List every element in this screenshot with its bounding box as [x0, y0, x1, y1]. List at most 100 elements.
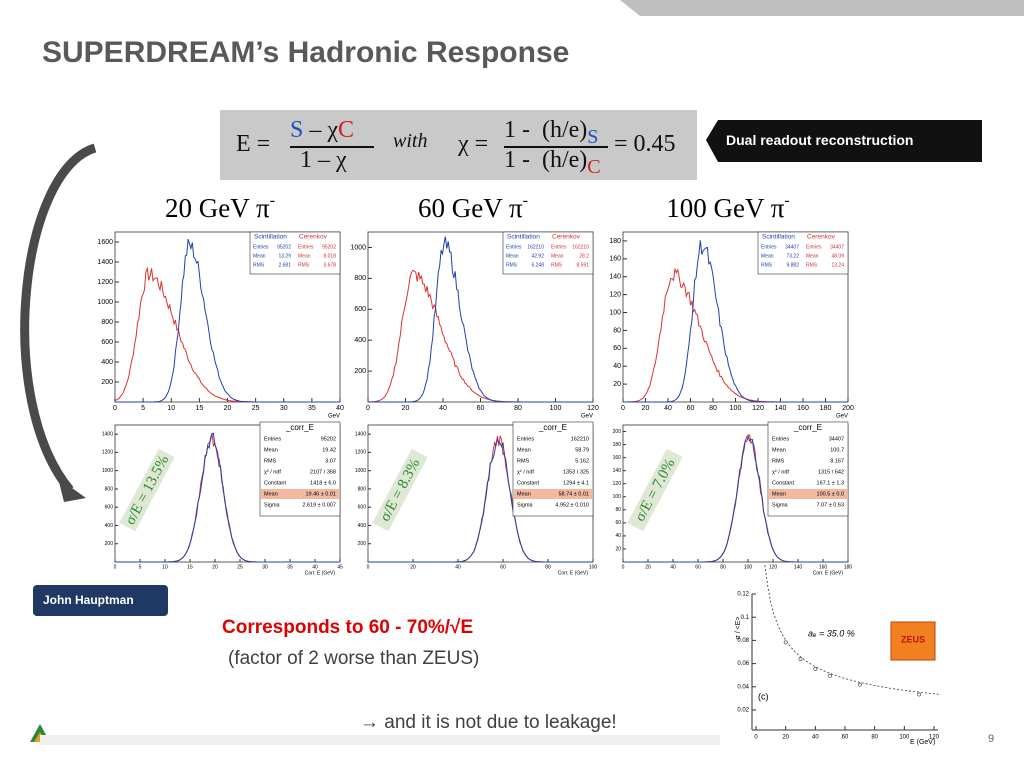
stats-cell: Entries [264, 436, 281, 442]
stats-cell: Mean [761, 253, 774, 259]
stats-cell: RMS [517, 458, 530, 464]
stats-cell: 8.591 [576, 262, 589, 268]
y-tick-label: 200 [105, 541, 114, 547]
stats-cell: Constant [264, 480, 286, 486]
stats-cell: Mean [551, 253, 564, 259]
histogram [115, 239, 340, 403]
highlight [261, 489, 339, 499]
stats-cell: Mean [517, 447, 531, 453]
x-tick-label: 100 [550, 405, 562, 412]
panel-title: 100 GeV π [666, 193, 784, 223]
x-tick-label: 25 [252, 405, 260, 412]
stats-cell: Entries [806, 244, 822, 250]
stats-box [249, 231, 341, 275]
stats-cell: Sigma [264, 502, 281, 508]
y-tick-label: 100 [609, 309, 621, 316]
stats-cell: RMS [761, 262, 773, 268]
histogram [623, 240, 848, 403]
x-tick-label: 40 [312, 564, 318, 570]
stats-cell: 58.79 [575, 447, 589, 453]
x-tick-label: 60 [687, 405, 695, 412]
y-tick-label: 0.04 [737, 684, 749, 690]
stats-cell: Sigma [772, 502, 789, 508]
y-tick-label: 80 [613, 327, 621, 334]
stats-cell: 28.2 [579, 253, 589, 259]
x-tick-label: 0 [621, 405, 625, 412]
stats-header: Cerenkov [552, 234, 581, 241]
stats-header: Cerenkov [299, 234, 328, 241]
x-tick-label: 15 [187, 564, 193, 570]
stats-cell: Mean [772, 447, 786, 453]
stats-cell: 1418 ± 6.0 [310, 480, 336, 486]
formula: E = S – χC 1 – χ with χ = 1 - (h/e)S 1 -… [236, 117, 696, 178]
formula-text: S – χC [290, 117, 354, 144]
stats-cell: χ² / ndf [772, 469, 789, 475]
x-tick-label: 80 [514, 405, 522, 412]
x-tick-label: 120 [752, 405, 764, 412]
x-tick-label: 0 [113, 405, 117, 412]
panel-title: 20 GeV π- [165, 192, 275, 224]
stats-cell: Mean [253, 253, 266, 259]
author-box [33, 585, 168, 616]
point [783, 640, 788, 645]
author: John Hauptman [43, 593, 134, 607]
x-label: Corr. E (GeV) [305, 570, 336, 576]
y-tick-label: 1200 [97, 279, 113, 286]
x-tick-label: 40 [439, 405, 447, 412]
x-tick-label: 20 [782, 735, 789, 741]
stats-cell: Mean [806, 253, 819, 259]
x-tick-label: 80 [545, 564, 551, 570]
y-tick-label: 160 [609, 256, 621, 263]
fraction-bar [504, 146, 608, 148]
y-tick-label: 140 [613, 468, 622, 474]
stats-cell: 1315 / 642 [818, 469, 844, 475]
stats-cell: Entries [253, 244, 269, 250]
stats-cell: 42.92 [531, 253, 544, 259]
stats-cell: 100.5 ± 0.0 [817, 491, 844, 497]
stats-header: Scintillation [762, 234, 795, 241]
stats-cell: Mean [264, 447, 278, 453]
y-tick-label: 400 [354, 337, 366, 344]
callout-text: Dual readout reconstruction [726, 132, 914, 148]
x-tick-label: 0 [367, 564, 370, 570]
stats-box [502, 231, 594, 275]
histogram [115, 432, 340, 563]
stats-cell: 162210 [527, 244, 544, 250]
x-tick-label: 80 [720, 564, 726, 570]
stats-cell: 2.681 [278, 262, 291, 268]
stats-cell: RMS [298, 262, 310, 268]
stats-cell: RMS [551, 262, 563, 268]
stats-cell: Entries [761, 244, 777, 250]
point [813, 667, 818, 671]
x-tick-label: 120 [587, 405, 599, 412]
stats-cell: 48.09 [831, 253, 844, 259]
y-tick-label: 60 [613, 345, 621, 352]
stats-cell: 162210 [572, 244, 589, 250]
x-tick-label: 100 [744, 564, 753, 570]
formula-text: 1 - (h/e) [504, 147, 588, 173]
stats-cell: 34407 [829, 436, 844, 442]
x-tick-label: 180 [844, 564, 853, 570]
x-tick-label: 200 [842, 405, 854, 412]
x-tick-label: 60 [477, 405, 485, 412]
x-tick-label: 40 [670, 564, 676, 570]
stats-cell: 4.952 ± 0.010 [555, 502, 589, 508]
y-tick-label: 140 [609, 274, 621, 281]
x-tick-label: 180 [820, 405, 832, 412]
stats-cell: Mean [517, 491, 531, 497]
x-tick-label: 0 [754, 735, 758, 741]
panel-title: - [523, 192, 528, 209]
resolution-bg [119, 448, 175, 532]
stats-cell: χ² / ndf [264, 469, 281, 475]
stats-header: _corr_E [538, 423, 567, 432]
formula-box [220, 110, 697, 180]
histogram [368, 437, 593, 563]
y-tick-label: 400 [105, 523, 114, 529]
panel-title: 100 GeV π- [666, 192, 789, 224]
y-tick-label: 200 [613, 429, 622, 435]
x-tick-label: 120 [929, 735, 940, 741]
fraction-bar [290, 146, 374, 148]
